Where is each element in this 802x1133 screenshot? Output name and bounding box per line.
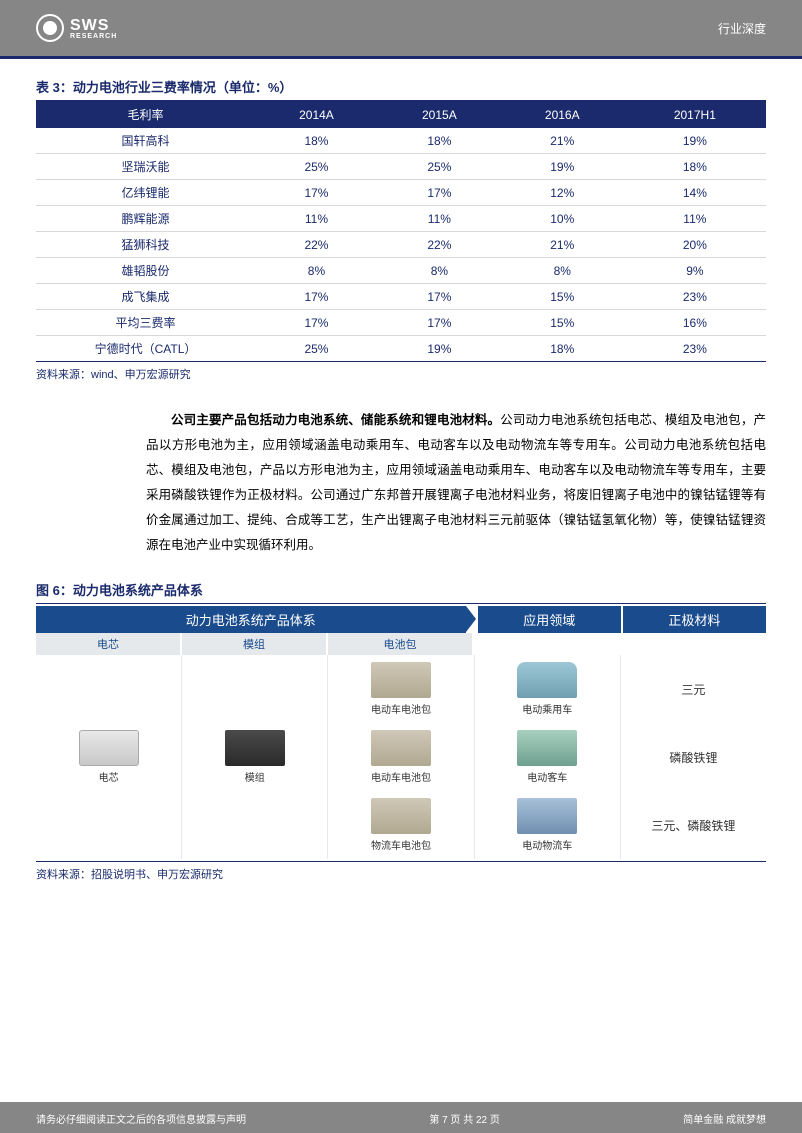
logo-block: SWS RESEARCH [36, 14, 117, 42]
pack-label-2: 物流车电池包 [371, 837, 431, 852]
diagram-header-app: 应用领域 [478, 606, 621, 633]
pack-icon [371, 730, 431, 766]
table-row: 猛狮科技22%22%21%20% [36, 232, 766, 258]
module-label: 模组 [245, 769, 265, 784]
pack-icon [371, 798, 431, 834]
table3-header-row: 毛利率 2014A 2015A 2016A 2017H1 [36, 101, 766, 128]
fig6-diagram: 动力电池系统产品体系 应用领域 正极材料 电芯 模组 电池包 电芯 [36, 606, 766, 859]
table3-catl-row: 宁德时代（CATL）25%19%18%23% [36, 336, 766, 362]
diagram-header: 动力电池系统产品体系 应用领域 正极材料 [36, 606, 766, 633]
pack-label-0: 电动车电池包 [371, 701, 431, 716]
page-footer: 请务必仔细阅读正文之后的各项信息披露与声明 第 7 页 共 22 页 简单金融 … [0, 1103, 802, 1133]
module-icon [225, 730, 285, 766]
sub-module: 模组 [182, 633, 328, 655]
table-row: 成飞集成17%17%15%23% [36, 284, 766, 310]
table3-col-3: 2016A [501, 101, 624, 128]
cell-label: 电芯 [99, 769, 119, 784]
car-icon [517, 662, 577, 698]
app-label-2: 电动物流车 [522, 837, 572, 852]
table3-col-2: 2015A [378, 101, 501, 128]
table3-avg-row: 平均三费率17%17%15%16% [36, 310, 766, 336]
table3-body: 国轩高科18%18%21%19% 坚瑞沃能25%25%19%18% 亿纬锂能17… [36, 128, 766, 362]
col-app: 电动乘用车 电动客车 电动物流车 [475, 655, 621, 859]
table3-col-4: 2017H1 [624, 101, 766, 128]
diagram-header-main: 动力电池系统产品体系 [36, 606, 466, 633]
paragraph-bold: 公司主要产品包括动力电池系统、储能系统和锂电池材料。 [171, 413, 500, 427]
table3: 毛利率 2014A 2015A 2016A 2017H1 国轩高科18%18%2… [36, 101, 766, 362]
col-pack: 电动车电池包 电动车电池包 物流车电池包 [328, 655, 474, 859]
sub-pack: 电池包 [328, 633, 474, 655]
table3-col-0: 毛利率 [36, 101, 255, 128]
table-row: 亿纬锂能17%17%12%14% [36, 180, 766, 206]
logo-icon [36, 14, 64, 42]
cathode-label-1: 磷酸铁锂 [669, 749, 717, 766]
table-row: 坚瑞沃能25%25%19%18% [36, 154, 766, 180]
header-category: 行业深度 [718, 20, 766, 37]
logo-subtext: RESEARCH [70, 33, 117, 40]
cell-icon [79, 730, 139, 766]
cathode-label-2: 三元、磷酸铁锂 [651, 817, 735, 834]
sub-cell: 电芯 [36, 633, 182, 655]
pack-icon [371, 662, 431, 698]
page-header: SWS RESEARCH 行业深度 [0, 0, 802, 56]
diagram-body: 电芯 模组 电动车电池包 电动车电池包 物流车电池包 电动乘用车 电动客车 [36, 655, 766, 859]
table-row: 国轩高科18%18%21%19% [36, 128, 766, 154]
table3-title: 表 3：动力电池行业三费率情况（单位：%） [36, 77, 766, 96]
bus-icon [517, 730, 577, 766]
col-cell: 电芯 [36, 655, 182, 859]
col-module: 模组 [182, 655, 328, 859]
fig6-title: 图 6：动力电池系统产品体系 [36, 580, 766, 599]
cathode-label-0: 三元 [681, 681, 705, 698]
pack-label-1: 电动车电池包 [371, 769, 431, 784]
truck-icon [517, 798, 577, 834]
diagram-subheader: 电芯 模组 电池包 [36, 633, 766, 655]
footer-left: 请务必仔细阅读正文之后的各项信息披露与声明 [36, 1111, 246, 1126]
paragraph-text: 公司动力电池系统包括电芯、模组及电池包，产品以方形电池为主，应用领域涵盖电动乘用… [146, 413, 766, 552]
fig6-source: 资料来源：招股说明书、申万宏源研究 [36, 866, 766, 882]
table3-col-1: 2014A [255, 101, 378, 128]
table3-source: 资料来源：wind、申万宏源研究 [36, 366, 766, 382]
body-paragraph: 公司主要产品包括动力电池系统、储能系统和锂电池材料。公司动力电池系统包括电芯、模… [146, 408, 766, 558]
footer-right: 简单金融 成就梦想 [683, 1111, 766, 1126]
col-cathode: 三元 磷酸铁锂 三元、磷酸铁锂 [621, 655, 766, 859]
fig6-box: 动力电池系统产品体系 应用领域 正极材料 电芯 模组 电池包 电芯 [36, 603, 766, 862]
table-row: 雄韬股份8%8%8%9% [36, 258, 766, 284]
diagram-header-cathode: 正极材料 [623, 606, 766, 633]
table-row: 鹏辉能源11%11%10%11% [36, 206, 766, 232]
app-label-1: 电动客车 [527, 769, 567, 784]
footer-center: 第 7 页 共 22 页 [429, 1111, 500, 1126]
app-label-0: 电动乘用车 [522, 701, 572, 716]
